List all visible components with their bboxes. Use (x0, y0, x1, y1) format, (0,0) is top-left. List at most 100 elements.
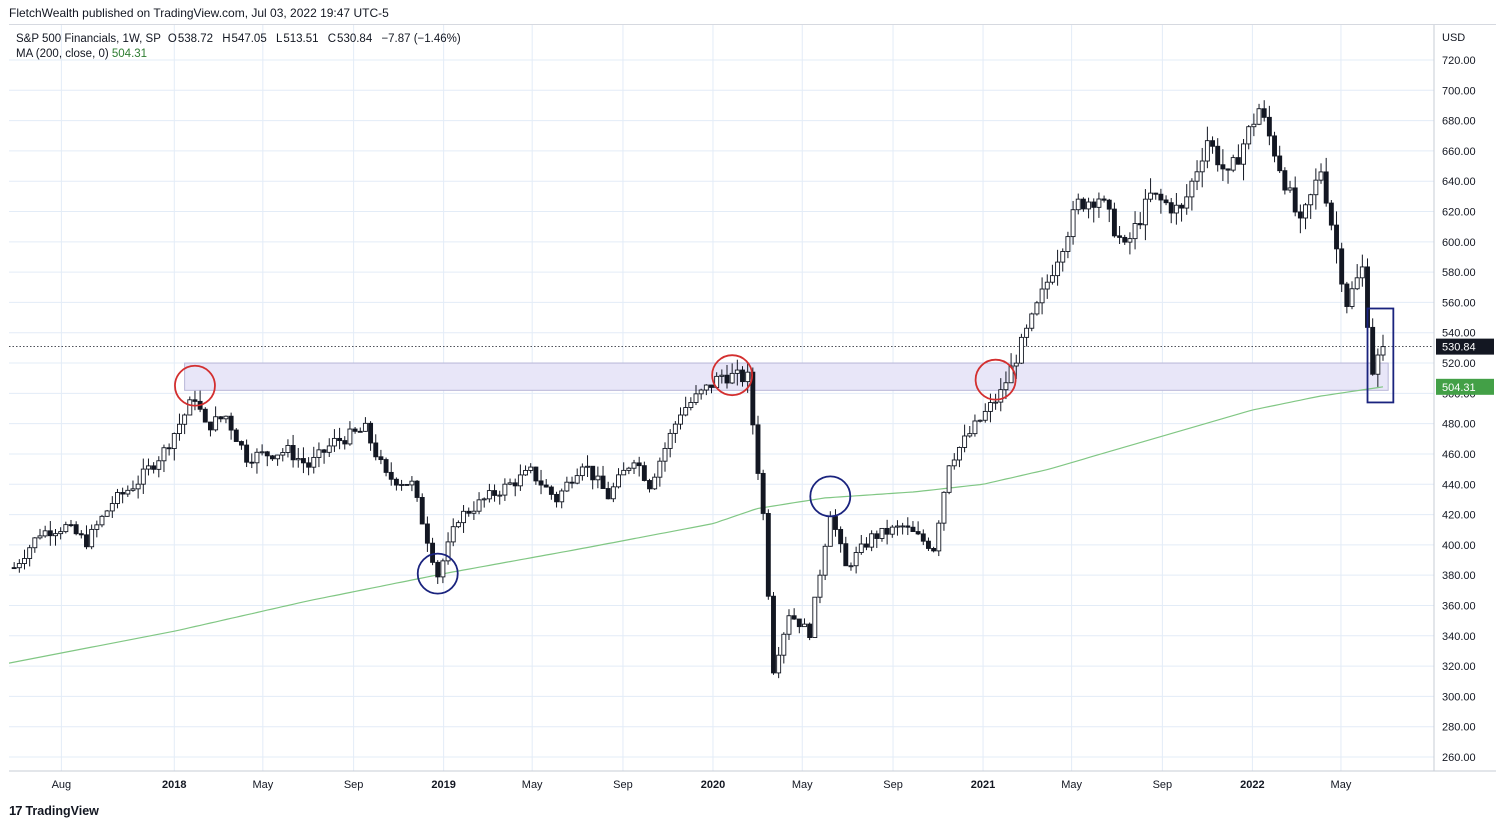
candle (445, 532, 451, 565)
candle-body (1096, 198, 1102, 208)
chart-frame[interactable]: USD 260.00 280.00 300.00 320.00 340.00 360.00 3… (9, 24, 1496, 796)
candle-body (58, 531, 64, 535)
candle-body (905, 525, 911, 528)
candle-body (430, 542, 436, 563)
candle-body (1173, 204, 1179, 214)
candle (275, 454, 281, 466)
candle (610, 482, 616, 503)
candle (78, 530, 84, 539)
candle (182, 413, 188, 435)
candle-body (1127, 238, 1133, 243)
candle-body (1189, 180, 1195, 198)
candle-body (595, 475, 601, 481)
candle-body (53, 533, 58, 537)
candle (435, 560, 441, 584)
candle-body (11, 567, 17, 570)
candle-body (63, 524, 69, 533)
candle-body (1060, 251, 1066, 263)
x-tick-label: Sep (883, 779, 903, 791)
candle (342, 436, 348, 450)
candle (765, 509, 771, 600)
candle (1117, 225, 1123, 244)
candle (579, 463, 585, 481)
candle (1210, 136, 1215, 154)
candle (295, 447, 301, 468)
candle-body (817, 574, 823, 598)
candle-body (120, 492, 126, 495)
candle (616, 468, 621, 489)
candle-body (1080, 198, 1086, 210)
candle (528, 463, 534, 474)
candle-body (1225, 168, 1231, 171)
candle (476, 492, 482, 515)
candle-body (574, 475, 580, 484)
candle-body (1034, 302, 1040, 315)
y-tick-label: 520.00 (1442, 358, 1476, 370)
candle (564, 476, 570, 493)
candle (956, 446, 962, 468)
y-tick-label: 680.00 (1442, 116, 1476, 128)
candle-body (833, 516, 838, 530)
candle (920, 529, 926, 546)
y-tick-label: 280.00 (1442, 722, 1476, 734)
candle (321, 448, 327, 464)
candle (1370, 318, 1376, 376)
ma-price-label: 504.31 (1436, 378, 1494, 395)
candle (151, 462, 157, 474)
candle (548, 485, 554, 500)
candle (1272, 131, 1277, 163)
candle-body (688, 402, 694, 408)
tradingview-logo-icon: 17 (9, 803, 23, 818)
candle-body (864, 543, 869, 548)
candle-body (848, 565, 854, 568)
candle-body (492, 490, 498, 496)
candle-body (734, 369, 740, 374)
candle-body (368, 422, 374, 444)
candle-body (1215, 145, 1221, 166)
candle (1199, 147, 1205, 188)
candle-body (745, 371, 751, 383)
candle (461, 505, 467, 533)
candle-body (383, 459, 389, 473)
candle-body (858, 543, 864, 553)
candle (936, 520, 942, 557)
candle (853, 546, 859, 574)
symbol-label[interactable]: S&P 500 Financials, 1W, SP (16, 33, 161, 45)
candle-body (177, 423, 182, 435)
candle (1359, 254, 1365, 287)
candle-body (533, 466, 539, 482)
candle-body (1044, 281, 1050, 290)
candle-body (208, 421, 213, 431)
candle-body (321, 449, 327, 453)
candle (115, 488, 120, 509)
candle (337, 427, 343, 450)
y-tick-label: 420.00 (1442, 510, 1476, 522)
x-tick-label: 2021 (971, 779, 995, 791)
candle-body (781, 633, 787, 656)
candle (1215, 138, 1221, 172)
candle-body (347, 428, 353, 445)
ma-label[interactable]: MA (200, close, 0) (16, 48, 109, 60)
candle (368, 421, 374, 451)
candle-body (1282, 170, 1288, 191)
candle (280, 448, 286, 462)
candle-body (1065, 236, 1071, 252)
y-tick-label: 320.00 (1442, 661, 1476, 673)
candle-body (135, 483, 141, 490)
candle-body (616, 474, 621, 488)
resistance-test-circle (174, 364, 216, 407)
candle (202, 407, 208, 423)
candle (910, 521, 916, 532)
candle (512, 478, 518, 497)
candle (1380, 334, 1386, 361)
footer-brand[interactable]: 17 TradingView (9, 803, 99, 818)
price-chart[interactable]: USD 260.00 280.00 300.00 320.00 340.00 360.00 3… (9, 25, 1496, 797)
candle (94, 520, 100, 538)
candle-body (42, 530, 48, 537)
candle-body (311, 456, 317, 468)
candle (290, 434, 296, 468)
candle (869, 530, 875, 552)
candle (89, 524, 95, 550)
candle-body (1287, 187, 1293, 191)
candle-body (626, 467, 632, 471)
